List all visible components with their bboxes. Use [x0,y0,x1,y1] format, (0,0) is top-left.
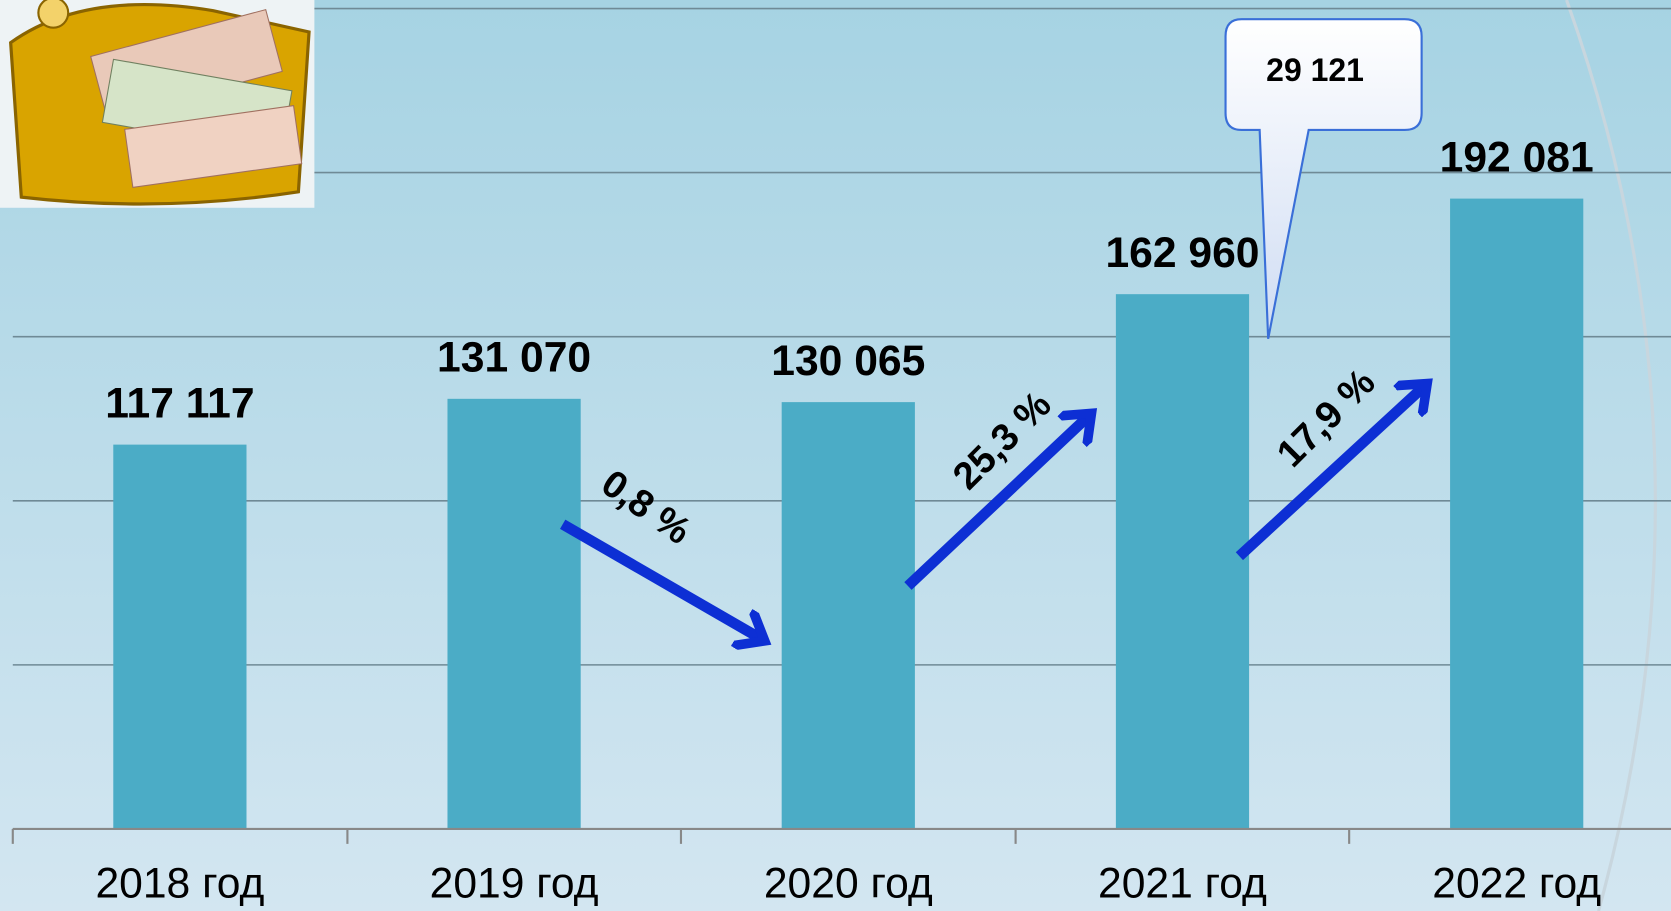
bar [447,398,581,829]
value-label: 131 070 [437,334,591,382]
x-tick-label: 2018 год [95,860,264,908]
value-label: 192 081 [1440,134,1594,182]
x-tick-label: 2020 год [764,860,933,908]
callout-text: 29 121 [1266,52,1364,88]
bar [113,444,247,829]
bar [1115,294,1250,829]
bar [1450,198,1584,829]
value-label: 162 960 [1105,229,1259,277]
callout [1224,18,1423,340]
x-tick-label: 2019 год [430,860,599,908]
x-tick-label: 2022 год [1432,860,1601,908]
bars [113,198,1584,829]
bar [781,402,915,829]
value-label: 130 065 [771,337,925,385]
decor-arc [1565,0,1657,911]
x-axis-ticks [11,828,1351,844]
value-label: 117 117 [105,380,254,428]
wallet-image [0,0,315,208]
x-tick-label: 2021 год [1098,860,1267,908]
labels: 117 117 2018 год 131 070 2019 год 130 065 202… [95,134,1601,908]
trend-arrows [560,386,1425,640]
